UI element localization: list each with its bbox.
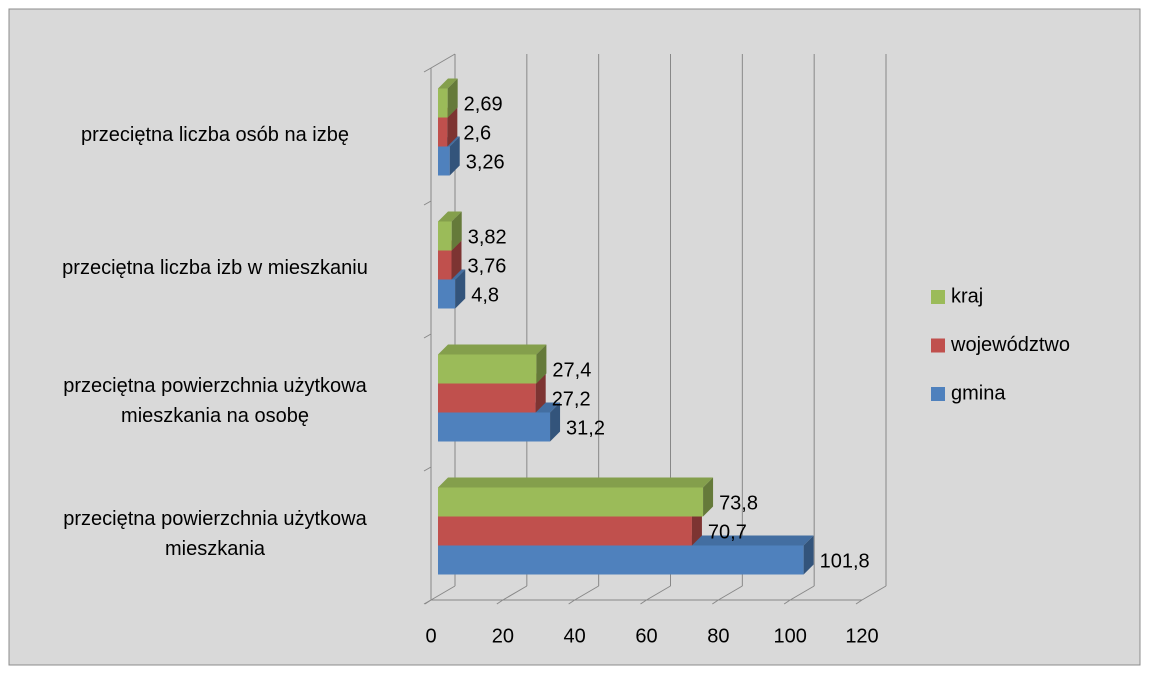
- y-tick-label: przeciętna powierzchnia użytkowa mieszka…: [63, 374, 367, 427]
- bar-front: [438, 117, 448, 147]
- data-label: 3,82: [468, 226, 507, 248]
- tick-mark: [712, 599, 719, 605]
- bar-front: [438, 146, 450, 176]
- tick-mark: [855, 599, 863, 605]
- category-tick: [423, 466, 432, 472]
- bar-front: [438, 221, 452, 251]
- data-label: 2,69: [464, 93, 503, 115]
- bar-side: [550, 402, 561, 442]
- tick-mark: [783, 599, 791, 605]
- bar-top: [438, 344, 547, 355]
- bar-front: [438, 88, 448, 118]
- floor-line: [430, 585, 456, 601]
- data-label: 31,2: [566, 417, 605, 439]
- legend-swatch: [931, 387, 945, 401]
- bar-side: [535, 373, 546, 413]
- bar-side: [455, 269, 466, 309]
- tick-mark: [496, 599, 504, 605]
- bar-front: [438, 516, 692, 546]
- bar-front: [438, 545, 804, 575]
- data-label: 101,8: [820, 550, 870, 572]
- category-tick: [423, 67, 432, 73]
- legend-label: kraj: [951, 285, 983, 307]
- category-tick: [423, 333, 432, 339]
- wall-line: [430, 53, 456, 69]
- bar-front: [438, 383, 536, 413]
- data-label: 3,76: [468, 255, 507, 277]
- floor-line: [718, 585, 743, 601]
- tick-mark: [568, 599, 575, 605]
- bar-side: [536, 344, 547, 384]
- bar-front: [438, 354, 537, 384]
- data-label: 70,7: [708, 521, 747, 543]
- bar-side: [703, 477, 714, 517]
- bar-side: [447, 107, 458, 147]
- data-label: 27,4: [552, 359, 591, 381]
- floor-line: [502, 585, 528, 601]
- bar-front: [438, 487, 704, 517]
- bar-side: [451, 211, 462, 251]
- x-tick-label: 80: [707, 625, 729, 647]
- tick-mark: [424, 599, 432, 605]
- bar-top: [438, 477, 714, 488]
- bar-front: [438, 412, 551, 442]
- y-tick-label: przeciętna liczba osób na izbę: [81, 123, 349, 146]
- x-tick-label: 0: [425, 625, 436, 647]
- bar: [438, 344, 547, 384]
- legend-label: województwo: [950, 334, 1070, 356]
- bar-front: [438, 279, 456, 309]
- legend-swatch: [931, 338, 945, 353]
- floor-line: [789, 585, 815, 601]
- bar-top: [438, 78, 458, 89]
- category-tick: [423, 200, 432, 206]
- floor-line: [646, 585, 671, 601]
- bar-side: [451, 240, 462, 280]
- x-tick-label: 60: [635, 625, 657, 647]
- bar-side: [449, 136, 460, 176]
- data-label: 4,8: [471, 284, 499, 306]
- legend-swatch: [931, 290, 945, 304]
- floor-line: [574, 585, 599, 601]
- data-label: 27,2: [552, 388, 591, 410]
- tick-mark: [640, 599, 647, 605]
- x-tick-label: 20: [492, 625, 514, 647]
- data-label: 3,26: [466, 151, 505, 173]
- data-label: 73,8: [719, 492, 758, 514]
- bar: [438, 78, 458, 118]
- data-label: 2,6: [463, 122, 491, 144]
- floor-line: [861, 585, 887, 601]
- bar-top: [438, 211, 462, 222]
- bar: [438, 477, 714, 517]
- y-tick-label: przeciętna liczba izb w mieszkaniu: [62, 256, 368, 279]
- bar-side: [447, 78, 458, 118]
- legend-label: gmina: [951, 382, 1006, 404]
- y-tick-label: przeciętna powierzchnia użytkowa mieszka…: [63, 507, 367, 560]
- x-tick-label: 100: [773, 625, 806, 647]
- x-tick-label: 120: [845, 625, 878, 647]
- bar-front: [438, 250, 452, 280]
- x-tick-label: 40: [564, 625, 586, 647]
- bar-side: [803, 535, 814, 575]
- bar: [438, 211, 462, 251]
